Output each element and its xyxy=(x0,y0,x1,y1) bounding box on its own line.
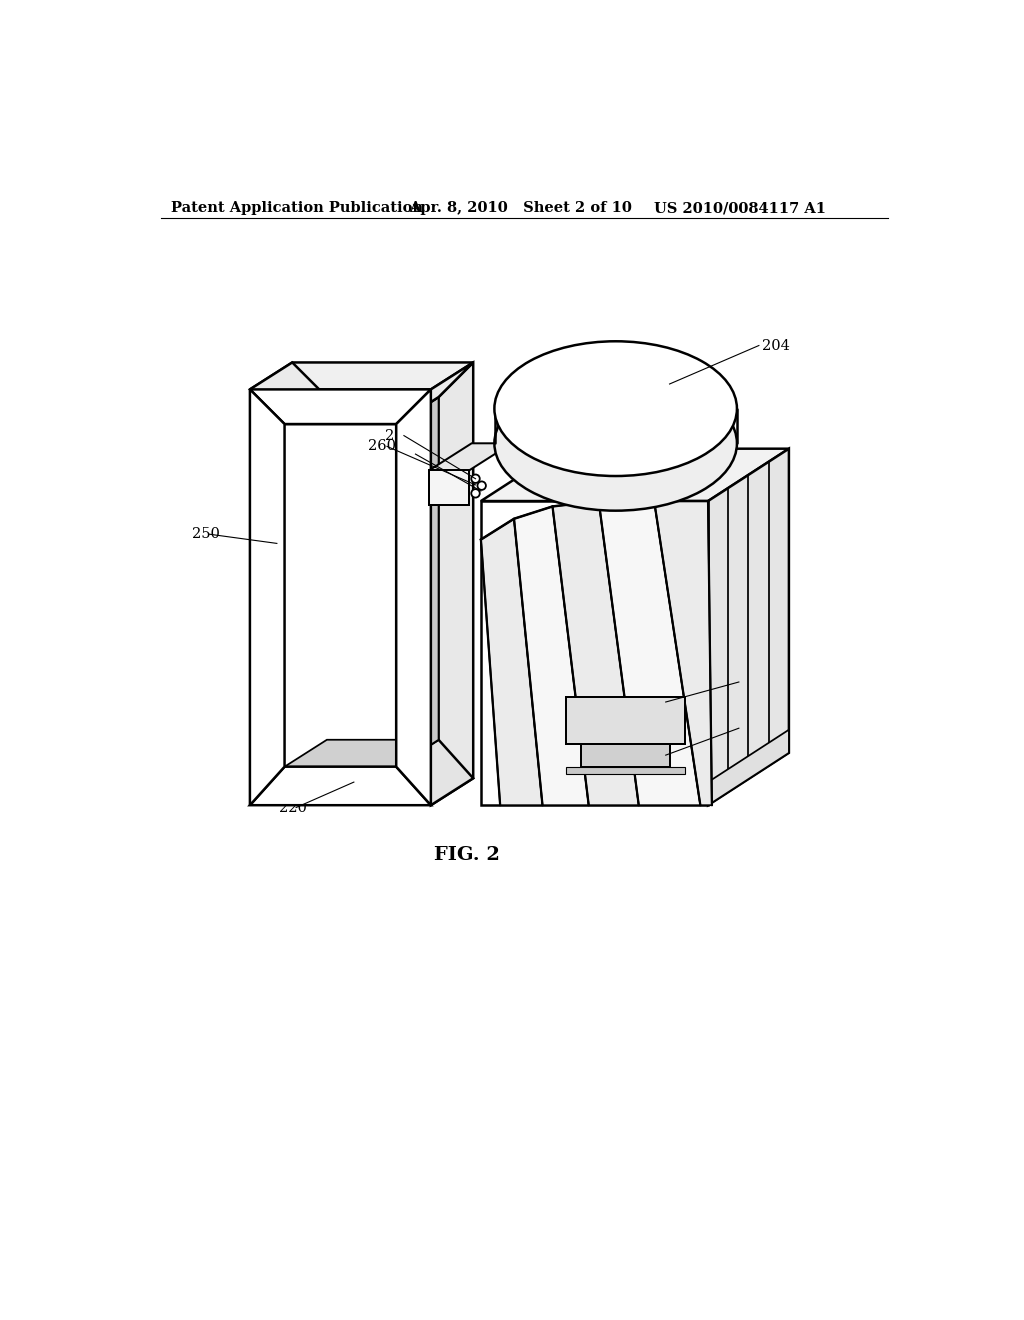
Polygon shape xyxy=(481,449,788,502)
Polygon shape xyxy=(565,767,685,775)
Polygon shape xyxy=(431,363,473,805)
Polygon shape xyxy=(481,502,708,805)
Polygon shape xyxy=(250,767,431,805)
Polygon shape xyxy=(514,507,589,805)
Text: US 2010/0084117 A1: US 2010/0084117 A1 xyxy=(654,202,826,215)
Text: 208: 208 xyxy=(385,429,413,442)
Circle shape xyxy=(477,482,486,490)
Text: 220: 220 xyxy=(280,800,307,814)
Ellipse shape xyxy=(495,376,737,511)
Circle shape xyxy=(471,474,480,483)
Polygon shape xyxy=(581,743,670,767)
Polygon shape xyxy=(654,502,712,805)
Polygon shape xyxy=(708,730,788,805)
Text: 250: 250 xyxy=(193,527,220,541)
Polygon shape xyxy=(708,449,788,805)
Polygon shape xyxy=(285,397,438,424)
Polygon shape xyxy=(396,397,438,767)
Text: 200: 200 xyxy=(670,748,697,762)
Text: FIG. 2: FIG. 2 xyxy=(434,846,500,865)
Polygon shape xyxy=(481,519,543,805)
Text: Patent Application Publication: Patent Application Publication xyxy=(171,202,423,215)
Polygon shape xyxy=(250,363,473,389)
Circle shape xyxy=(471,490,480,498)
Text: Apr. 8, 2010   Sheet 2 of 10: Apr. 8, 2010 Sheet 2 of 10 xyxy=(410,202,632,215)
Polygon shape xyxy=(396,389,431,805)
Polygon shape xyxy=(396,739,473,805)
Polygon shape xyxy=(429,470,469,506)
Polygon shape xyxy=(565,697,685,743)
Polygon shape xyxy=(429,444,512,470)
Polygon shape xyxy=(396,363,473,424)
Polygon shape xyxy=(250,363,327,424)
Polygon shape xyxy=(285,739,438,767)
Ellipse shape xyxy=(495,342,737,477)
Polygon shape xyxy=(599,502,700,805)
Polygon shape xyxy=(250,389,285,805)
Text: 260: 260 xyxy=(368,440,395,453)
Text: 204: 204 xyxy=(762,338,790,352)
Polygon shape xyxy=(396,397,438,767)
Text: 245: 245 xyxy=(396,447,424,461)
Text: 202: 202 xyxy=(670,696,697,709)
Polygon shape xyxy=(396,363,473,424)
Polygon shape xyxy=(553,502,639,805)
Polygon shape xyxy=(250,389,431,424)
